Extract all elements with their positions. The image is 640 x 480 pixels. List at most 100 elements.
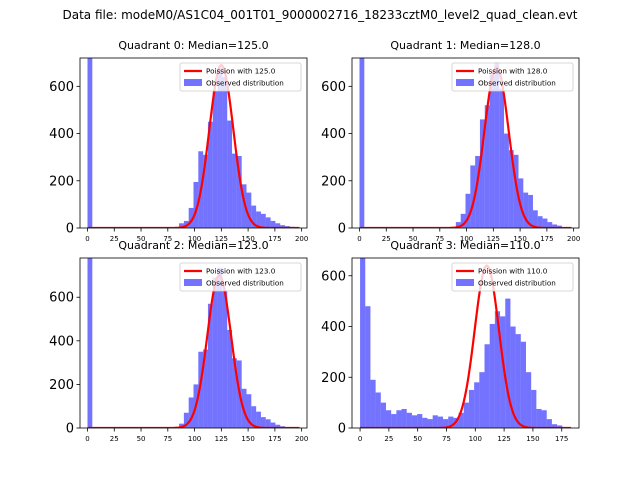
histogram-bar [489, 323, 495, 428]
y-tick-label: 400 [321, 320, 346, 335]
histogram-bar [256, 211, 261, 228]
histogram-bar [546, 419, 552, 428]
histogram-bar [212, 91, 218, 228]
histogram-bar [179, 223, 184, 228]
x-tick-label: 25 [110, 435, 119, 443]
x-tick-label: 175 [268, 435, 281, 443]
histogram-bar [422, 417, 428, 428]
histogram-bar [484, 105, 490, 228]
subplot-title: Quadrant 0: Median=125.0 [118, 39, 268, 52]
histogram-bar [222, 76, 228, 228]
y-tick-label: 200 [49, 174, 74, 189]
x-tick-label: 25 [384, 435, 393, 443]
x-tick-label: 25 [382, 235, 391, 243]
legend-entry-poisson: Poission with 128.0 [478, 67, 548, 76]
legend: Poission with 128.0 Observed distribution [451, 62, 574, 92]
histogram-bar [401, 408, 407, 428]
histogram-bar [479, 372, 485, 428]
subplot-title: Quadrant 2: Median=123.0 [118, 239, 268, 252]
histogram-bar [437, 416, 444, 428]
legend-entry-observed: Observed distribution [478, 79, 556, 88]
x-tick-label: 150 [526, 435, 539, 443]
histogram-bar [557, 425, 563, 428]
histogram-bar [474, 382, 480, 428]
legend-entry-poisson: Poission with 123.0 [206, 267, 276, 276]
subplot-title: Quadrant 1: Median=128.0 [390, 39, 540, 52]
y-tick-label: 400 [49, 127, 74, 142]
histogram-bar [505, 298, 511, 428]
histogram-bar [411, 415, 418, 428]
histogram-bar [525, 372, 532, 428]
histogram-bar [207, 121, 213, 228]
legend-box [451, 62, 574, 92]
histogram-bar [406, 412, 412, 428]
histogram-bar [207, 303, 213, 428]
histogram-bar [468, 389, 475, 428]
histogram-bar [528, 194, 533, 228]
y-tick-label: 0 [338, 222, 346, 237]
histogram-bar [541, 410, 547, 428]
x-tick-label: 0 [358, 435, 362, 443]
histogram-bar [217, 267, 223, 428]
histogram-bar [232, 358, 237, 428]
histogram-bar [183, 220, 189, 228]
histogram-bar [256, 411, 261, 428]
histogram-bar [500, 316, 506, 428]
histogram-bar [460, 213, 466, 228]
histogram-bar [198, 351, 204, 428]
histogram-bar [236, 155, 242, 228]
y-tick-label: 200 [321, 174, 346, 189]
histogram-bar [359, 58, 365, 228]
x-tick-label: 50 [413, 435, 422, 443]
legend-box [179, 62, 302, 92]
histogram-bar [458, 412, 464, 428]
histogram-bar [179, 423, 184, 428]
axes-frame [79, 57, 308, 229]
histogram-bar [275, 424, 281, 428]
histogram-bar [396, 410, 402, 428]
subplot-0: 0 25 50 75 100 125 150 175 200 0 200 400 600 Quadrant… [49, 39, 308, 243]
histogram-bar [265, 419, 271, 428]
x-tick-label: 0 [85, 235, 89, 243]
histogram-bar [494, 311, 501, 428]
x-tick-label: 100 [188, 235, 201, 243]
x-tick-label: 75 [435, 235, 444, 243]
histogram-bar [551, 424, 558, 428]
histogram-bar [370, 379, 376, 428]
x-tick-label: 100 [469, 435, 482, 443]
x-tick-label: 100 [460, 235, 473, 243]
legend-box [179, 262, 302, 292]
y-tick-label: 600 [321, 269, 346, 284]
histogram-bar [479, 119, 485, 228]
legend-entry-observed: Observed distribution [206, 279, 284, 288]
histogram-bar [532, 210, 538, 228]
subplot-title: Quadrant 3: Median=110.0 [390, 239, 540, 252]
histogram-bar [463, 402, 469, 428]
axes-frame [351, 57, 580, 229]
legend-bar-swatch [456, 279, 474, 286]
legend: Poission with 125.0 Observed distribution [179, 62, 302, 92]
histogram-bar [510, 326, 516, 428]
histogram-bar [515, 334, 521, 428]
legend: Poission with 110.0 Observed distribution [451, 262, 574, 292]
x-tick-label: 150 [513, 235, 526, 243]
y-tick-label: 0 [66, 422, 74, 437]
legend-entry-observed: Observed distribution [478, 279, 556, 288]
histogram-bar [499, 88, 505, 228]
legend-bar-swatch [184, 79, 202, 86]
plot-area-0 [87, 58, 300, 228]
legend-entry-observed: Observed distribution [206, 79, 284, 88]
y-tick-label: 0 [66, 222, 74, 237]
histogram-bar [246, 394, 252, 428]
histogram-bar [365, 306, 371, 428]
x-tick-label: 50 [409, 235, 418, 243]
x-tick-label: 125 [497, 435, 510, 443]
histogram-bar [360, 258, 366, 428]
histogram-bar [265, 217, 271, 228]
legend-bar-swatch [184, 279, 202, 286]
histogram-bar [508, 150, 514, 228]
histogram-bar [427, 419, 433, 428]
histogram-bar [188, 397, 194, 428]
y-tick-label: 600 [49, 80, 74, 95]
